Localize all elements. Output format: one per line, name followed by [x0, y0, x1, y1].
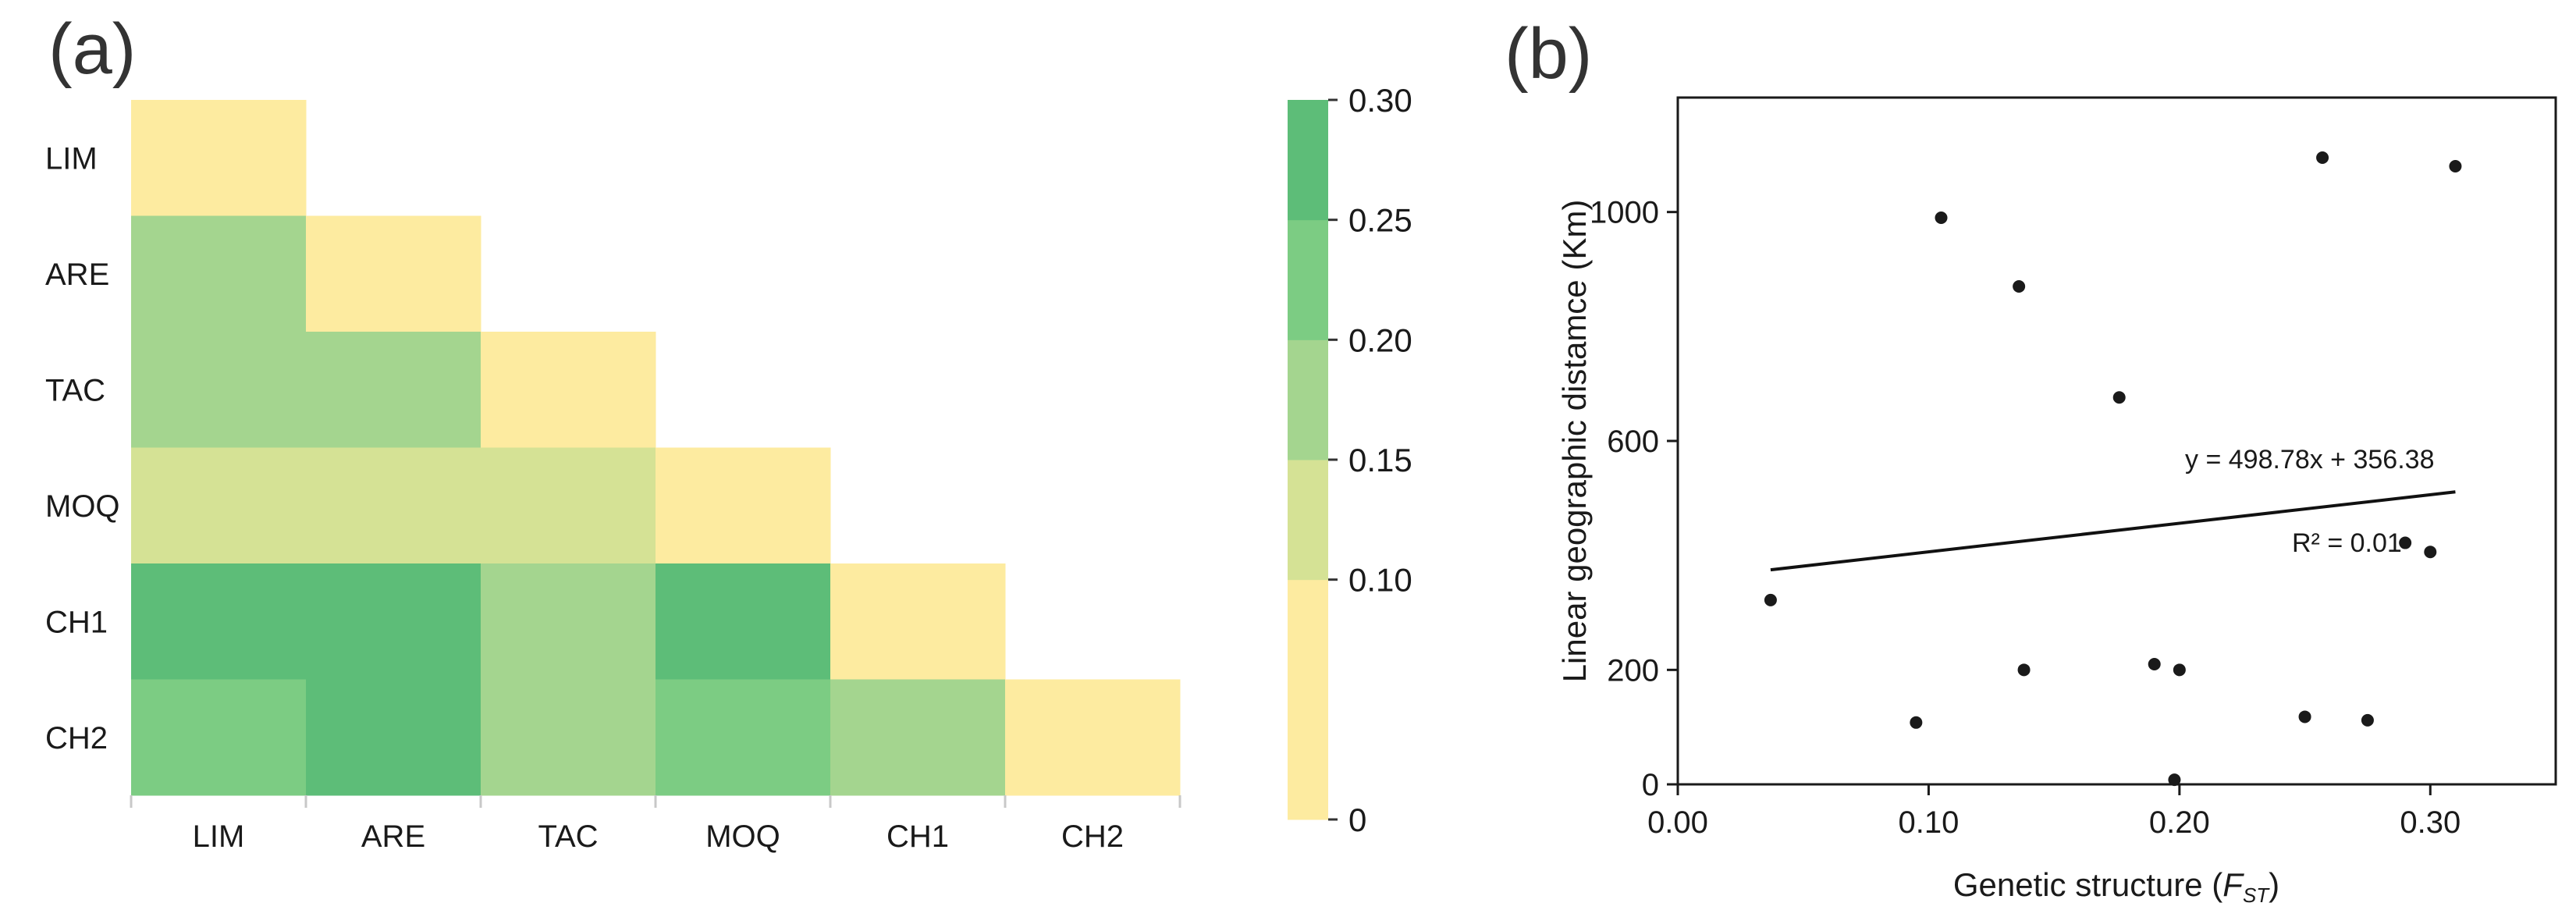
panel-b-label: (b)	[1505, 14, 1592, 94]
x-tick-label: 0.30	[2400, 805, 2461, 840]
colorbar-tick-label: 0	[1348, 802, 1366, 838]
heatmap-cell-tac-lim	[131, 332, 307, 448]
scatter-plot: 0.00 0.10 0.20 0.30 0 200 600 1000 y = 498.78x…	[1556, 96, 2557, 907]
heatmap-cell-tac-are	[306, 332, 481, 448]
y-tick-label: 0	[1642, 768, 1659, 802]
heatmap-cell-ch2-are	[306, 679, 481, 796]
heatmap-cell-ch1-ch1	[830, 563, 1006, 680]
row-label-tac: TAC	[45, 373, 105, 407]
panel-a-label: (a)	[48, 9, 136, 89]
scatter-point	[2361, 713, 2374, 727]
x-tick-label: 0.00	[1647, 805, 1708, 840]
heatmap-cell-ch2-lim	[131, 679, 307, 796]
x-axis-title-end: )	[2269, 866, 2279, 903]
scatter-point	[1764, 593, 1777, 606]
heatmap-cell-ch1-lim	[131, 563, 307, 680]
heatmap-cell-ch2-moq	[656, 679, 831, 796]
scatter-point	[2424, 546, 2437, 559]
heatmap-cell-ch1-moq	[656, 563, 831, 680]
regression-line	[1770, 490, 2456, 572]
colorbar-tick-label: 0.10	[1348, 562, 1412, 599]
scatter-frame	[1676, 96, 2557, 786]
heatmap-cell-ch1-are	[306, 563, 481, 680]
regression-equation: y = 498.78x + 356.38	[2185, 445, 2434, 475]
colorbar-tick-label: 0.30	[1348, 82, 1412, 119]
heatmap-row-labels: LIM ARE TAC MOQ CH1 CH2	[45, 141, 120, 755]
row-label-lim: LIM	[45, 141, 98, 176]
y-axis-title: Linear geographic distamce (Km)	[1556, 200, 1593, 683]
colorbar-ticks: 0 0.10 0.15 0.20 0.25 0.30	[1328, 82, 1412, 838]
heatmap: LIM ARE TAC MOQ CH1 CH2 LIM ARE TAC MOQ CH1 CH2	[45, 100, 1181, 854]
heatmap-cell-are-are	[306, 215, 481, 332]
heatmap-cell-lim-lim	[131, 100, 307, 216]
col-label-tac: TAC	[538, 819, 598, 854]
col-label-lim: LIM	[193, 819, 245, 854]
y-tick-label: 600	[1607, 425, 1659, 459]
row-label-ch1: CH1	[45, 605, 108, 639]
scatter-point	[2112, 391, 2126, 404]
scatter-point	[2013, 280, 2026, 293]
x-tick-label: 0.20	[2149, 805, 2210, 840]
col-label-ch1: CH1	[886, 819, 949, 854]
scatter-points	[1764, 151, 2462, 787]
scatter-x-ticks: 0.00 0.10 0.20 0.30	[1647, 784, 2461, 840]
colorbar-bands	[1288, 100, 1328, 820]
scatter-point	[1910, 716, 1923, 729]
heatmap-cell-moq-are	[306, 447, 481, 564]
row-label-ch2: CH2	[45, 721, 108, 755]
heatmap-cell-are-lim	[131, 215, 307, 332]
heatmap-cells	[131, 100, 1181, 796]
colorbar: 0 0.10 0.15 0.20 0.25 0.30	[1288, 82, 1412, 838]
colorbar-tick-label: 0.25	[1348, 202, 1412, 239]
colorbar-band-4	[1288, 100, 1328, 221]
x-axis-title-sub: ST	[2243, 883, 2270, 907]
heatmap-cell-ch2-ch1	[830, 679, 1006, 796]
heatmap-cell-ch2-tac	[481, 679, 656, 796]
scatter-point	[2316, 151, 2329, 164]
y-tick-label: 200	[1607, 653, 1659, 688]
heatmap-cell-moq-tac	[481, 447, 656, 564]
row-label-moq: MOQ	[45, 489, 120, 524]
x-axis-title-main: Genetic structure (	[1953, 866, 2222, 903]
scatter-point	[2148, 658, 2161, 670]
heatmap-tick-marks	[130, 795, 1181, 808]
scatter-y-ticks: 0 200 600 1000	[1590, 196, 1678, 802]
scatter-point	[2173, 663, 2186, 677]
scatter-point	[2298, 710, 2311, 723]
heatmap-cell-ch2-ch2	[1005, 679, 1181, 796]
heatmap-cell-moq-lim	[131, 447, 307, 564]
scatter-point	[2449, 160, 2462, 172]
r-squared-label: R² = 0.01	[2292, 528, 2402, 558]
x-axis-title-var: F	[2222, 866, 2244, 903]
heatmap-cell-tac-tac	[481, 332, 656, 448]
col-label-ch2: CH2	[1061, 819, 1124, 854]
scatter-point	[2168, 773, 2181, 787]
x-tick-label: 0.10	[1898, 805, 1959, 840]
colorbar-band-0	[1288, 579, 1328, 820]
col-label-are: ARE	[361, 819, 425, 854]
row-label-are: ARE	[45, 258, 109, 292]
colorbar-band-2	[1288, 339, 1328, 460]
heatmap-cell-ch1-tac	[481, 563, 656, 680]
scatter-point	[1935, 212, 1948, 224]
colorbar-band-3	[1288, 219, 1328, 340]
colorbar-band-1	[1288, 460, 1328, 581]
x-axis-title: Genetic structure (FST)	[1953, 866, 2279, 907]
col-label-moq: MOQ	[705, 819, 780, 854]
scatter-point	[2399, 536, 2412, 549]
heatmap-col-labels: LIM ARE TAC MOQ CH1 CH2	[193, 819, 1124, 854]
colorbar-tick-label: 0.20	[1348, 322, 1412, 358]
heatmap-cell-moq-moq	[656, 447, 831, 564]
y-tick-label: 1000	[1590, 196, 1659, 230]
colorbar-tick-label: 0.15	[1348, 442, 1412, 478]
scatter-point	[2017, 663, 2031, 677]
